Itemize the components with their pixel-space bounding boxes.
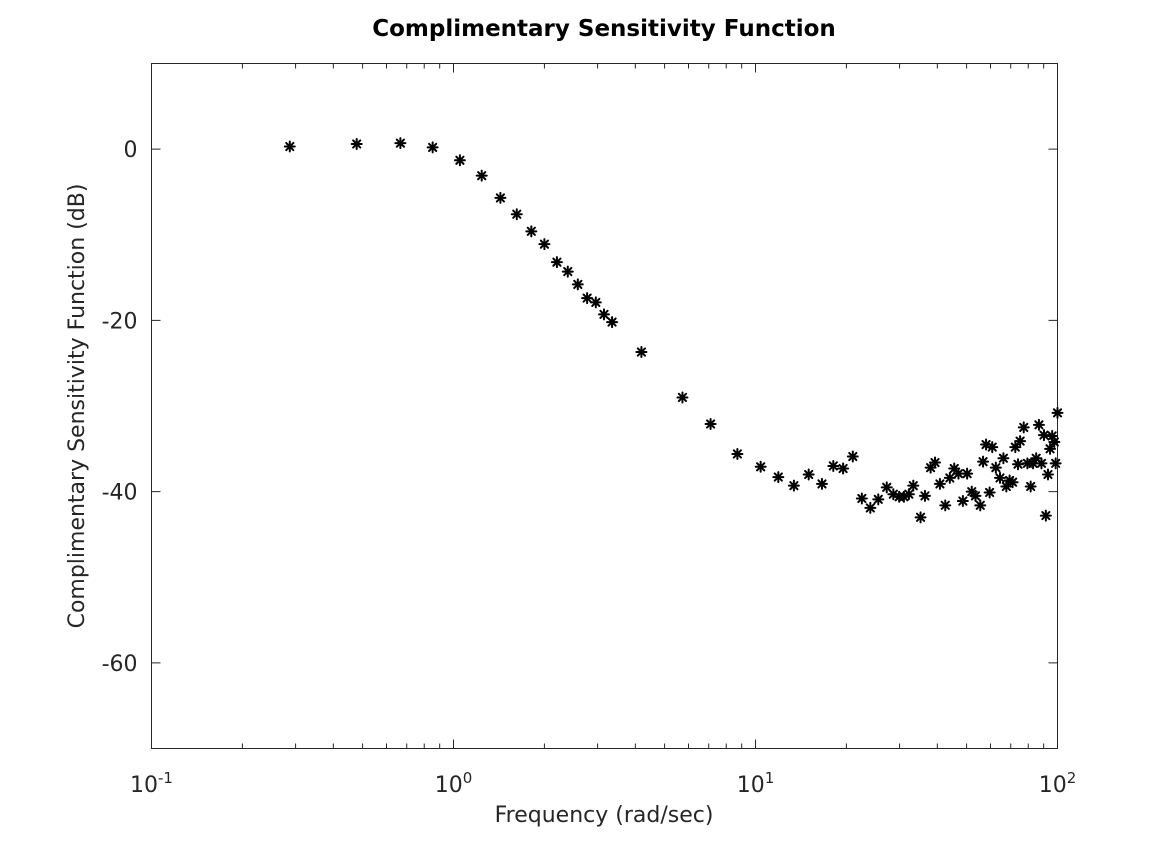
data-point [914, 511, 927, 524]
y-tick-label: 0 [124, 138, 138, 163]
data-point [787, 479, 800, 492]
data-point [1051, 406, 1064, 419]
data-point [772, 471, 785, 484]
data-point [997, 452, 1010, 465]
data-point [510, 208, 523, 221]
x-tick-label: 102 [1039, 769, 1077, 798]
data-point [1027, 457, 1040, 470]
data-point [1017, 421, 1030, 434]
data-point [872, 493, 885, 506]
data-point [802, 468, 815, 481]
data-point [846, 450, 859, 463]
data-point [538, 238, 551, 251]
data-point [986, 441, 999, 454]
x-tick-label: 100 [435, 769, 473, 798]
data-point [581, 292, 594, 305]
chart-title: Complimentary Sensitivity Function [372, 16, 836, 42]
data-point [475, 169, 488, 182]
data-point [961, 467, 974, 480]
data-point [550, 256, 563, 269]
data-point [606, 316, 619, 329]
data-point [1006, 476, 1019, 489]
data-point [1041, 468, 1054, 481]
data-point [980, 438, 993, 451]
data-point [933, 477, 946, 490]
data-point [494, 191, 507, 204]
data-point [635, 346, 648, 359]
data-point [1037, 429, 1050, 442]
data-point [939, 499, 952, 512]
plot-frame [151, 63, 1058, 749]
data-point [827, 459, 840, 472]
data-point [1030, 452, 1043, 465]
data-point [952, 467, 965, 480]
data-point [1048, 435, 1061, 448]
data-point [1024, 480, 1037, 493]
x-tick-label: 10-1 [130, 769, 173, 798]
data-point [907, 479, 920, 492]
data-point [561, 265, 574, 278]
data-point [1044, 442, 1057, 455]
data-point [571, 278, 584, 291]
data-point [918, 489, 931, 502]
data-point [1009, 441, 1022, 454]
data-point [969, 489, 982, 502]
data-point [597, 308, 610, 321]
data-point [704, 417, 717, 430]
data-point [929, 456, 942, 469]
data-point [453, 154, 466, 167]
data-point [977, 455, 990, 468]
data-point [676, 391, 689, 404]
data-point [956, 495, 969, 508]
data-point [989, 461, 1002, 474]
data-point [1012, 458, 1025, 471]
data-point [394, 137, 407, 150]
data-point [983, 486, 996, 499]
data-point [993, 471, 1006, 484]
data-point [350, 137, 363, 150]
data-point [1032, 418, 1045, 431]
data-point [1049, 457, 1062, 470]
x-axis-label: Frequency (rad/sec) [495, 803, 714, 828]
data-point [974, 499, 987, 512]
data-point [864, 501, 877, 514]
data-point [525, 225, 538, 238]
data-point [815, 477, 828, 490]
y-tick-label: -40 [102, 481, 138, 506]
data-point [731, 447, 744, 460]
y-axis-label: Complimentary Sensitivity Function (dB) [65, 184, 90, 629]
data-point [902, 488, 915, 501]
data-point [837, 462, 850, 475]
data-point [283, 140, 296, 153]
data-point [754, 460, 767, 473]
data-point [426, 141, 439, 154]
x-tick-label: 101 [737, 769, 775, 798]
data-point [1014, 435, 1027, 448]
data-point [1039, 509, 1052, 522]
y-tick-label: -20 [102, 309, 138, 334]
data-point [855, 492, 868, 505]
data-point [1035, 457, 1048, 470]
data-markers [283, 137, 1064, 524]
y-tick-label: -60 [102, 652, 138, 677]
data-point [589, 296, 602, 309]
data-point [880, 481, 893, 494]
axis-ticks: 0 -20 -40 -60 10-1 100 101 102 [102, 63, 1077, 798]
data-point [943, 471, 956, 484]
